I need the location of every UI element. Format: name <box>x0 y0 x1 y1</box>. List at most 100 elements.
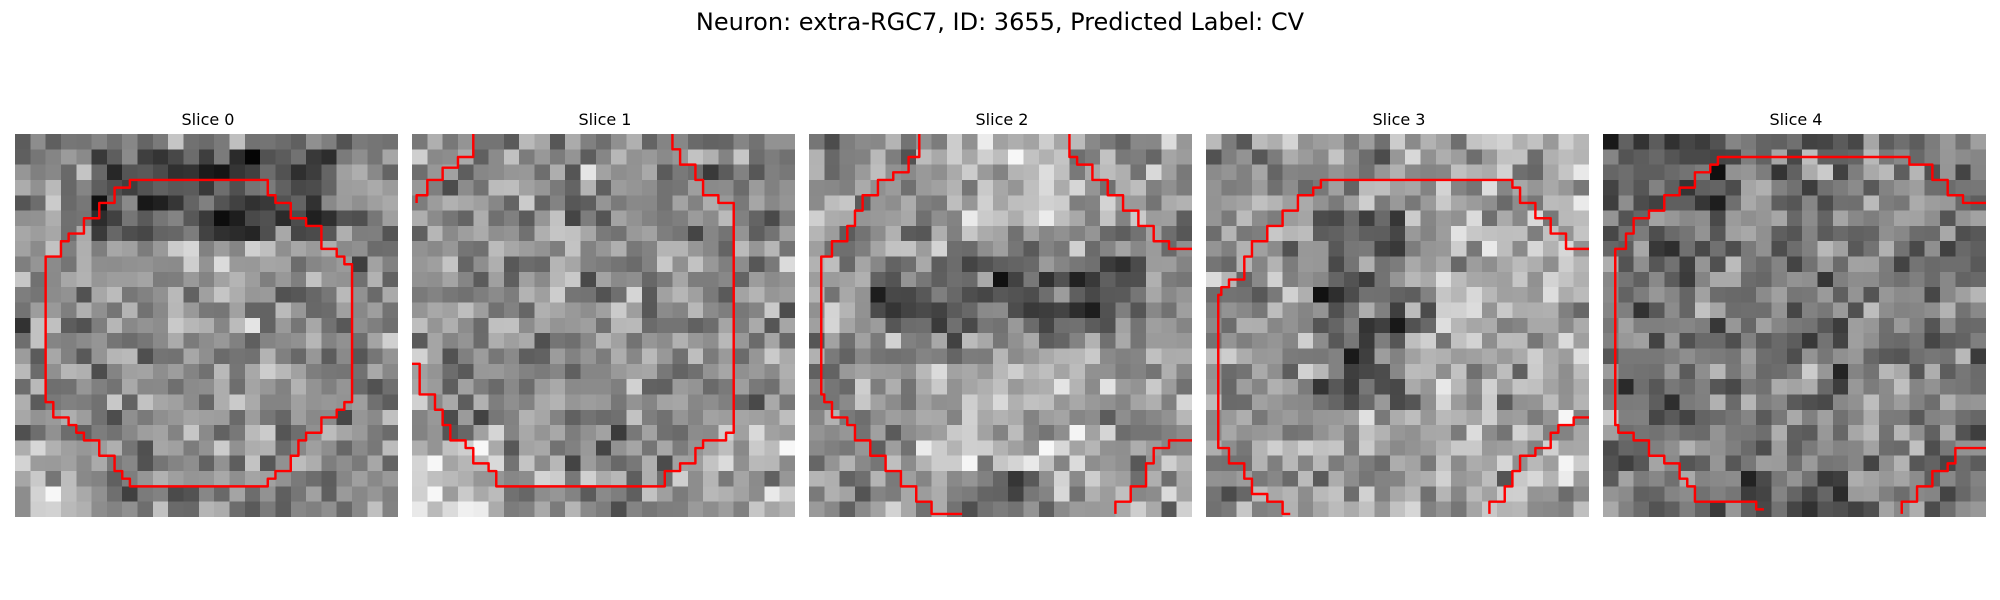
pixel <box>1878 471 1895 487</box>
pixel <box>152 256 169 273</box>
pixel <box>519 317 535 334</box>
pixel <box>916 210 932 227</box>
pixel <box>1146 164 1162 181</box>
pixel <box>183 486 200 502</box>
pixel <box>15 440 31 457</box>
pixel <box>931 134 948 150</box>
pixel <box>1251 287 1268 303</box>
pixel <box>382 302 398 319</box>
pixel <box>749 486 765 502</box>
pixel <box>870 394 886 411</box>
pixel <box>1343 241 1360 257</box>
pixel <box>1115 348 1132 365</box>
pixel <box>626 333 643 349</box>
pixel <box>962 486 978 502</box>
pixel <box>1466 241 1483 257</box>
pixel <box>275 241 292 257</box>
pixel <box>916 363 932 380</box>
pixel <box>1648 134 1665 150</box>
pixel <box>839 256 856 273</box>
pixel <box>977 501 994 517</box>
pixel <box>229 241 246 257</box>
pixel <box>1786 440 1803 457</box>
pixel <box>1466 379 1483 395</box>
pixel <box>412 225 428 242</box>
pixel <box>152 287 169 303</box>
pixel <box>306 225 322 242</box>
pixel <box>687 210 704 227</box>
pixel <box>1924 134 1941 150</box>
pixel <box>1328 317 1345 334</box>
pixel <box>244 271 261 288</box>
pixel <box>488 241 505 257</box>
pixel <box>1817 271 1834 288</box>
pixel <box>1664 225 1680 242</box>
pixel <box>1374 363 1391 380</box>
pixel <box>1648 210 1665 227</box>
pixel <box>214 149 230 165</box>
pixel <box>1955 501 1971 517</box>
pixel <box>336 195 353 211</box>
pixel <box>580 501 597 517</box>
pixel <box>260 486 276 502</box>
pixel <box>1543 195 1559 211</box>
pixel <box>1084 379 1101 395</box>
pixel <box>1130 379 1147 395</box>
pixel <box>1740 241 1757 257</box>
pixel <box>1100 317 1116 334</box>
pixel <box>1694 134 1711 150</box>
pixel <box>1282 195 1299 211</box>
pixel <box>214 471 230 487</box>
pixel <box>1161 379 1177 395</box>
pixel <box>1940 394 1956 411</box>
pixel <box>839 455 856 472</box>
pixel <box>1221 287 1237 303</box>
pixel <box>198 317 215 334</box>
pixel <box>1359 179 1375 196</box>
pixel <box>1756 409 1772 426</box>
pixel <box>1970 134 1986 150</box>
pixel <box>931 302 948 319</box>
pixel <box>1618 333 1634 349</box>
pixel <box>473 195 489 211</box>
pixel <box>229 425 246 441</box>
pixel <box>611 363 627 380</box>
pixel <box>1664 348 1680 365</box>
pixel <box>106 471 123 487</box>
pixel <box>1543 164 1559 181</box>
pixel <box>1558 287 1574 303</box>
pixel <box>442 149 459 165</box>
pixel <box>854 164 871 181</box>
pixel <box>1970 302 1986 319</box>
pixel <box>1161 363 1177 380</box>
pixel <box>1924 425 1941 441</box>
pixel <box>1863 455 1880 472</box>
pixel <box>1924 179 1941 196</box>
pixel <box>733 241 750 257</box>
pixel <box>45 455 62 472</box>
slice-panel-3: Slice 3 <box>1206 110 1592 518</box>
pixel <box>1527 333 1544 349</box>
pixel <box>1130 241 1147 257</box>
pixel <box>229 363 246 380</box>
pixel <box>1084 409 1101 426</box>
pixel <box>1618 394 1634 411</box>
pixel <box>137 440 154 457</box>
pixel <box>60 241 77 257</box>
pixel <box>1970 287 1986 303</box>
pixel <box>1008 195 1024 211</box>
pixel <box>779 271 795 288</box>
pixel <box>1221 164 1237 181</box>
pixel <box>1069 195 1086 211</box>
pixel <box>1633 271 1650 288</box>
pixel <box>1909 455 1926 472</box>
pixel <box>900 271 917 288</box>
pixel <box>946 271 963 288</box>
pixel <box>749 134 765 150</box>
pixel <box>1710 501 1726 517</box>
pixel <box>382 210 398 227</box>
pixel <box>839 317 856 334</box>
pixel <box>488 409 505 426</box>
pixel <box>1771 134 1788 150</box>
pixel <box>1435 425 1452 441</box>
